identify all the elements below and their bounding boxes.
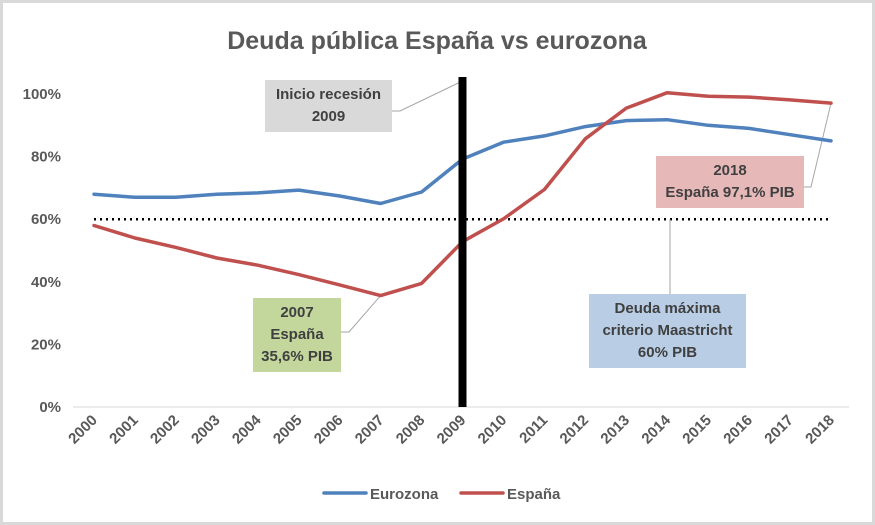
annotation-line: Inicio recesión [275,86,382,103]
annotation-line: 2009 [311,108,346,125]
x-tick-label: 2006 [311,412,347,448]
annotation-line: 2007 [280,304,314,321]
leader-line-spain2007 [341,295,381,333]
x-tick-label: 2016 [720,412,756,448]
x-tick-label: 2008 [393,412,429,448]
x-tick-label: 2014 [638,411,674,447]
annotation-line: criterio Maastricht [602,322,733,339]
annotation-maastricht: Deuda máxima criterio Maastricht 60% PIB [589,294,746,368]
legend-label-eurozona: Eurozona [370,486,439,503]
annotation-line: 35,6% PIB [261,348,333,365]
annotation-line: 60% PIB [637,344,698,361]
leader-line-recession [392,80,463,112]
chart-area: Deuda pública España vs eurozona 0% 20% 40… [3,3,872,522]
x-tick-label: 2001 [106,412,142,448]
chart-svg: Deuda pública España vs eurozona 0% 20% 40… [23,27,849,503]
chart-title: Deuda pública España vs eurozona [227,27,648,55]
annotation-spain-2007: 2007 España 35,6% PIB [253,298,341,372]
legend-label-españa: España [507,486,561,503]
y-tick-label: 0% [39,399,61,416]
x-tick-label: 2003 [188,412,224,448]
x-tick-label: 2017 [761,412,797,448]
y-tick-label: 80% [31,149,61,166]
y-tick-label: 60% [31,211,61,228]
annotation-recession: Inicio recesión 2009 [265,80,392,132]
annotation-spain-2018: 2018 España 97,1% PIB [656,156,804,208]
annotation-line: España 97,1% PIB [665,184,795,201]
y-tick-label: 20% [31,336,61,353]
x-tick-label: 2013 [597,412,633,448]
x-tick-label: 2018 [802,412,838,448]
x-tick-label: 2000 [65,412,101,448]
leader-line-spain2018 [804,102,832,188]
x-tick-label: 2010 [475,412,511,448]
x-tick-label: 2002 [147,412,183,448]
annotation-line: España [270,326,324,343]
x-tick-label: 2011 [516,412,551,447]
x-tick-label: 2012 [557,412,593,448]
recession-2009-marker [458,77,467,407]
x-tick-label: 2007 [352,412,388,448]
y-tick-label: 40% [31,274,61,291]
y-tick-label: 100% [23,86,61,103]
x-tick-label: 2004 [229,411,265,447]
x-tick-label: 2005 [270,412,306,448]
x-tick-label: 2009 [434,412,470,448]
annotation-line: Deuda máxima [614,300,721,317]
annotation-line: 2018 [713,162,747,179]
x-tick-label: 2015 [679,412,715,448]
